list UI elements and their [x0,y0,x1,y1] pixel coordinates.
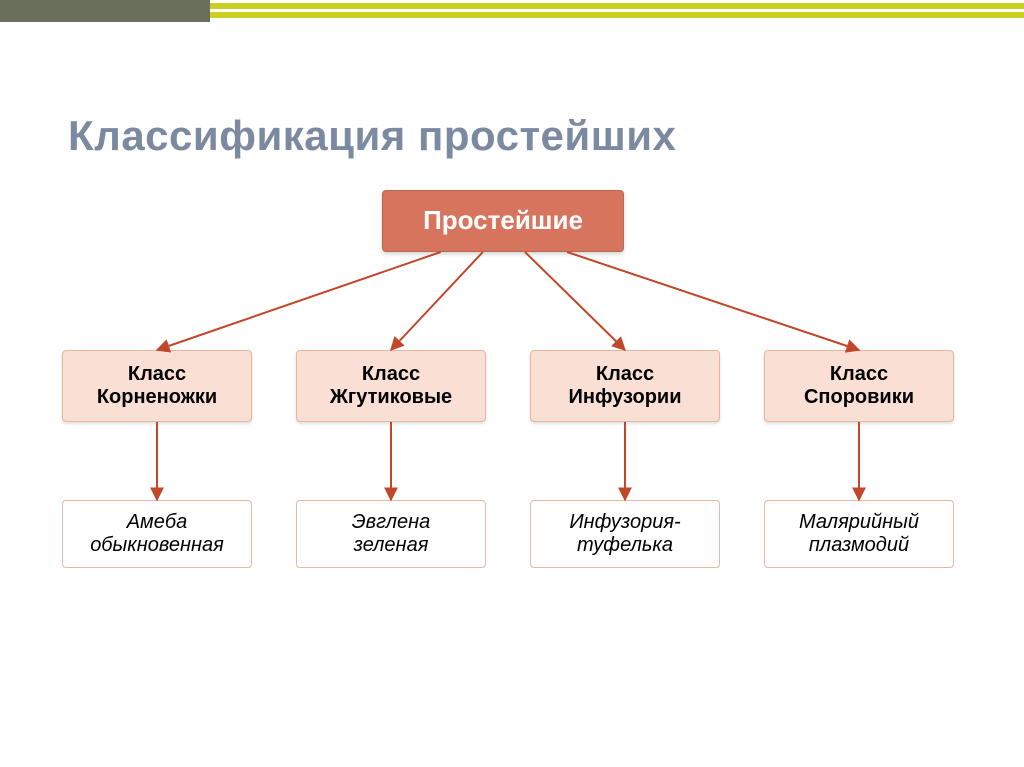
class-label-line: Класс [568,363,681,386]
class-label-line: Класс [97,363,217,386]
decorative-top-border [0,0,1024,28]
root-node: Простейшие [382,190,624,252]
root-label: Простейшие [423,206,583,236]
class-label-line: Класс [804,363,914,386]
example-label-line: зеленая [352,534,431,557]
example-node: Амеба обыкновенная [62,500,252,568]
example-label-line: плазмодий [799,534,919,557]
class-node: Класс Корненожки [62,350,252,422]
example-label-line: Малярийный [799,511,919,534]
class-label-line: Класс [330,363,452,386]
example-label-line: Инфузория- [569,511,680,534]
class-node: Класс Инфузории [530,350,720,422]
decor-block [0,0,210,22]
example-node: Малярийный плазмодий [764,500,954,568]
class-label-line: Споровики [804,386,914,409]
example-node: Эвглена зеленая [296,500,486,568]
class-label-line: Корненожки [97,386,217,409]
example-label-line: туфелька [569,534,680,557]
class-node: Класс Жгутиковые [296,350,486,422]
example-label-line: Эвглена [352,511,431,534]
example-label-line: Амеба [90,511,224,534]
example-node: Инфузория- туфелька [530,500,720,568]
class-node: Класс Споровики [764,350,954,422]
class-label-line: Инфузории [568,386,681,409]
class-label-line: Жгутиковые [330,386,452,409]
slide-title: Классификация простейших [68,112,676,160]
example-label-line: обыкновенная [90,534,224,557]
